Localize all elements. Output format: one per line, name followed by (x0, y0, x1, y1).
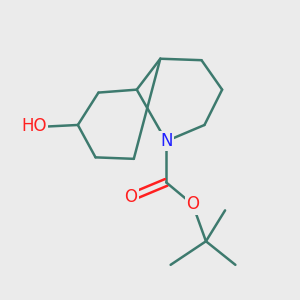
Text: N: N (160, 132, 172, 150)
Text: O: O (124, 188, 137, 206)
Text: HO: HO (21, 117, 47, 135)
Text: O: O (186, 196, 199, 214)
